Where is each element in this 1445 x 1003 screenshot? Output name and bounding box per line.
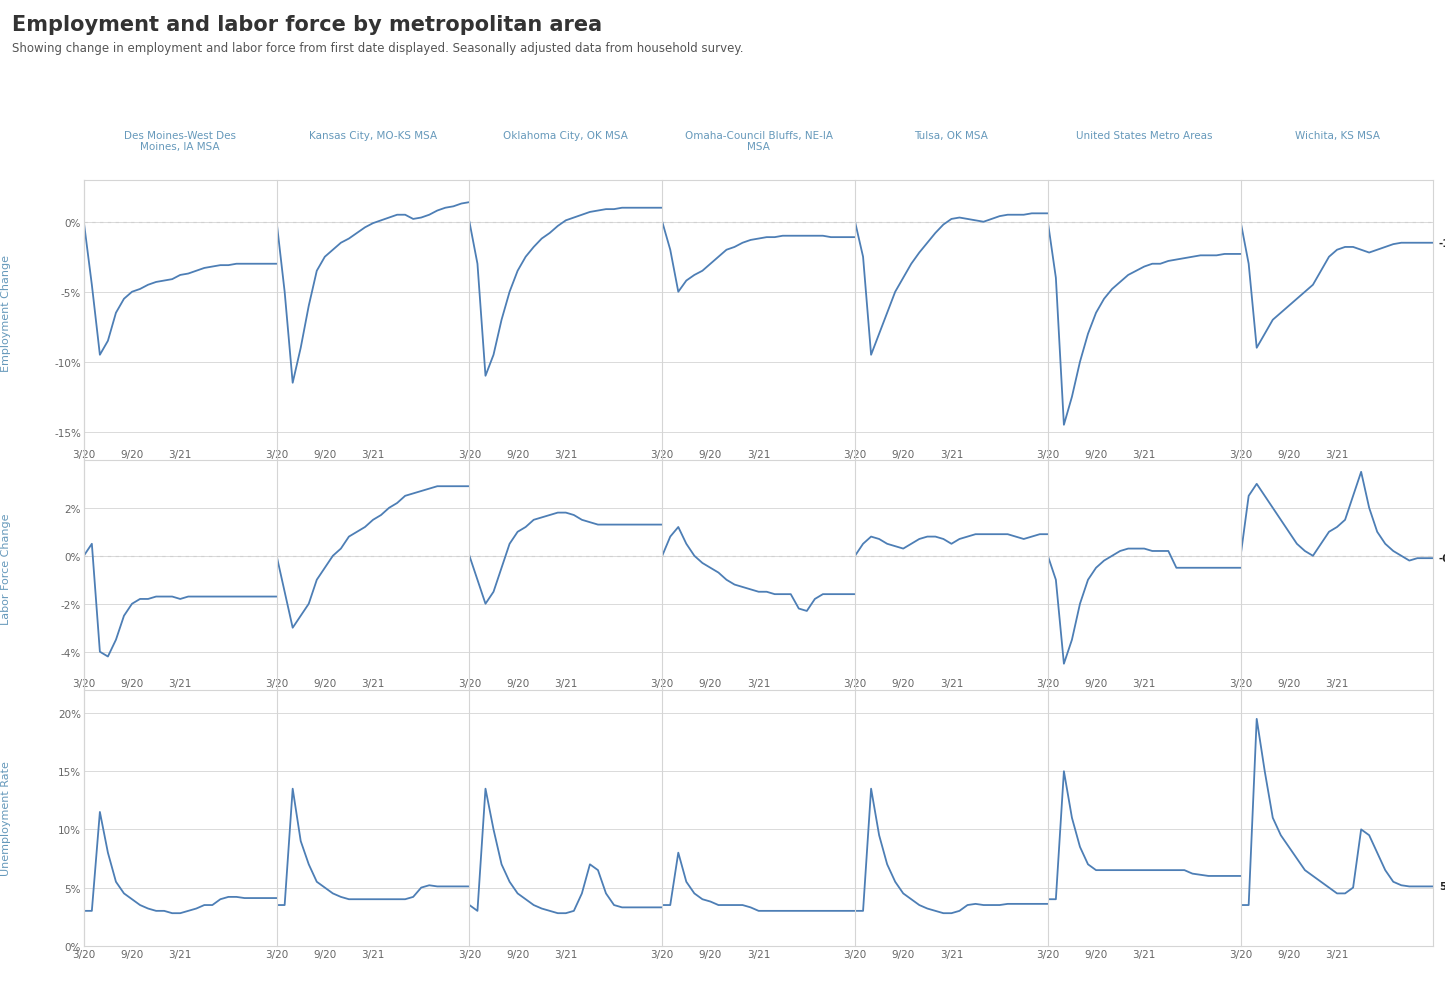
Text: Kansas City, MO-KS MSA: Kansas City, MO-KS MSA bbox=[309, 130, 436, 140]
Text: -1.6%: -1.6% bbox=[861, 590, 894, 600]
Text: -3.0%: -3.0% bbox=[282, 260, 315, 270]
Text: Showing change in employment and labor force from first date displayed. Seasonal: Showing change in employment and labor f… bbox=[12, 42, 743, 55]
Text: Omaha-Council Bluffs, NE-IA
MSA: Omaha-Council Bluffs, NE-IA MSA bbox=[685, 130, 832, 152]
Text: -0.1%: -0.1% bbox=[1439, 554, 1445, 564]
Text: -1.5%: -1.5% bbox=[1439, 239, 1445, 249]
Text: 1.0%: 1.0% bbox=[668, 204, 696, 214]
Text: -0.5%: -0.5% bbox=[1246, 564, 1279, 573]
Text: 2.9%: 2.9% bbox=[475, 481, 504, 491]
Text: -1.7%: -1.7% bbox=[282, 592, 315, 602]
Text: 5.1%: 5.1% bbox=[475, 882, 504, 892]
Text: 3.3%: 3.3% bbox=[668, 903, 696, 913]
Text: 6.0%: 6.0% bbox=[1246, 871, 1274, 881]
Text: Labor Force Change: Labor Force Change bbox=[1, 513, 10, 624]
Text: United States Metro Areas: United States Metro Areas bbox=[1077, 130, 1212, 140]
Text: Des Moines-West Des
Moines, IA MSA: Des Moines-West Des Moines, IA MSA bbox=[124, 130, 236, 152]
Text: 0.9%: 0.9% bbox=[1053, 530, 1082, 540]
Text: 4.1%: 4.1% bbox=[282, 893, 311, 903]
Text: 3.6%: 3.6% bbox=[1053, 899, 1082, 909]
Text: 1.3%: 1.3% bbox=[668, 521, 696, 530]
Text: 1.4%: 1.4% bbox=[475, 198, 504, 208]
Text: Tulsa, OK MSA: Tulsa, OK MSA bbox=[915, 130, 988, 140]
Text: -2.3%: -2.3% bbox=[1246, 250, 1279, 260]
Text: Employment Change: Employment Change bbox=[1, 255, 10, 372]
Text: 0.6%: 0.6% bbox=[1053, 209, 1082, 219]
Text: Oklahoma City, OK MSA: Oklahoma City, OK MSA bbox=[503, 130, 629, 140]
Text: Unemployment Rate: Unemployment Rate bbox=[1, 760, 10, 876]
Text: 3.0%: 3.0% bbox=[861, 906, 890, 916]
Text: Wichita, KS MSA: Wichita, KS MSA bbox=[1295, 130, 1380, 140]
Text: -1.1%: -1.1% bbox=[861, 233, 894, 243]
Text: Employment and labor force by metropolitan area: Employment and labor force by metropolit… bbox=[12, 15, 601, 35]
Text: 5.1%: 5.1% bbox=[1439, 882, 1445, 892]
